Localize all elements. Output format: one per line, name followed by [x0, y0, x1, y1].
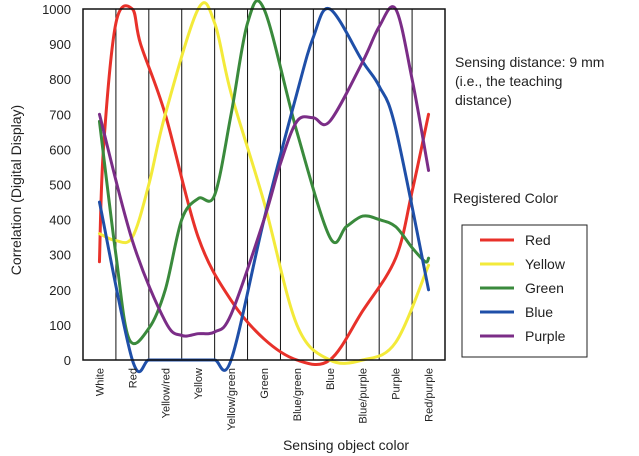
x-tick-label: Red/purple [424, 368, 436, 422]
y-tick-labels: 0 100 200 300 400 500 600 700 800 900 1000 [42, 2, 71, 368]
annotation-line-3: distance) [455, 92, 512, 108]
y-tick-label: 600 [49, 142, 71, 157]
legend-label-yellow: Yellow [525, 256, 566, 272]
x-tick-label: Blue/purple [358, 368, 370, 424]
x-tick-label: Purple [391, 368, 403, 400]
legend-items: Red Yellow Green Blue Purple [480, 232, 566, 344]
legend-label-blue: Blue [525, 304, 553, 320]
x-axis-title: Sensing object color [283, 437, 409, 453]
y-tick-label: 200 [49, 283, 71, 298]
legend-label-green: Green [525, 280, 564, 296]
y-tick-label: 700 [49, 107, 71, 122]
series-line-purple [97, 5, 431, 338]
y-axis-title-group: Correlation (Digital Display) [8, 105, 24, 275]
x-tick-label: Yellow/green [226, 368, 238, 431]
series-line-green [97, 0, 431, 346]
plot-frame [82, 8, 446, 361]
legend-title: Registered Color [453, 190, 558, 206]
x-tick-label: Green [259, 368, 271, 399]
series-line-red [97, 4, 431, 367]
y-tick-label: 400 [49, 213, 71, 228]
annotation: Sensing distance: 9 mm (i.e., the teachi… [455, 54, 604, 108]
x-tick-label: Red [127, 368, 139, 388]
y-tick-label: 0 [64, 353, 71, 368]
x-tick-label: Blue/green [292, 368, 304, 421]
series-line-yellow [97, 1, 431, 365]
y-tick-label: 500 [49, 178, 71, 193]
y-axis-title: Correlation (Digital Display) [8, 105, 24, 275]
y-tick-label: 1000 [42, 2, 71, 17]
y-tick-label: 100 [49, 318, 71, 333]
legend-label-purple: Purple [525, 328, 566, 344]
x-tick-label: Blue [325, 368, 337, 390]
annotation-line-2: (i.e., the teaching [455, 73, 562, 89]
y-tick-label: 800 [49, 72, 71, 87]
annotation-line-1: Sensing distance: 9 mm [455, 54, 604, 70]
x-tick-label: White [94, 368, 106, 396]
y-tick-label: 300 [49, 248, 71, 263]
x-tick-label: Yellow/red [160, 368, 172, 418]
x-tick-label: Yellow [193, 368, 205, 399]
x-tick-labels: White Red Yellow/red Yellow Yellow/green Gree… [94, 368, 435, 431]
y-tick-label: 900 [49, 37, 71, 52]
legend-label-red: Red [525, 232, 551, 248]
